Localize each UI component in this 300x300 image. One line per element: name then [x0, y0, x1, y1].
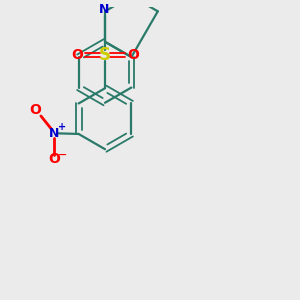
Text: O: O: [71, 48, 83, 62]
Text: +: +: [58, 122, 66, 132]
Text: N: N: [49, 127, 59, 140]
Text: O: O: [29, 103, 41, 117]
Text: N: N: [99, 3, 110, 16]
Text: O: O: [127, 48, 139, 62]
Text: S: S: [99, 46, 111, 64]
Text: −: −: [58, 150, 67, 160]
Text: O: O: [48, 152, 60, 166]
